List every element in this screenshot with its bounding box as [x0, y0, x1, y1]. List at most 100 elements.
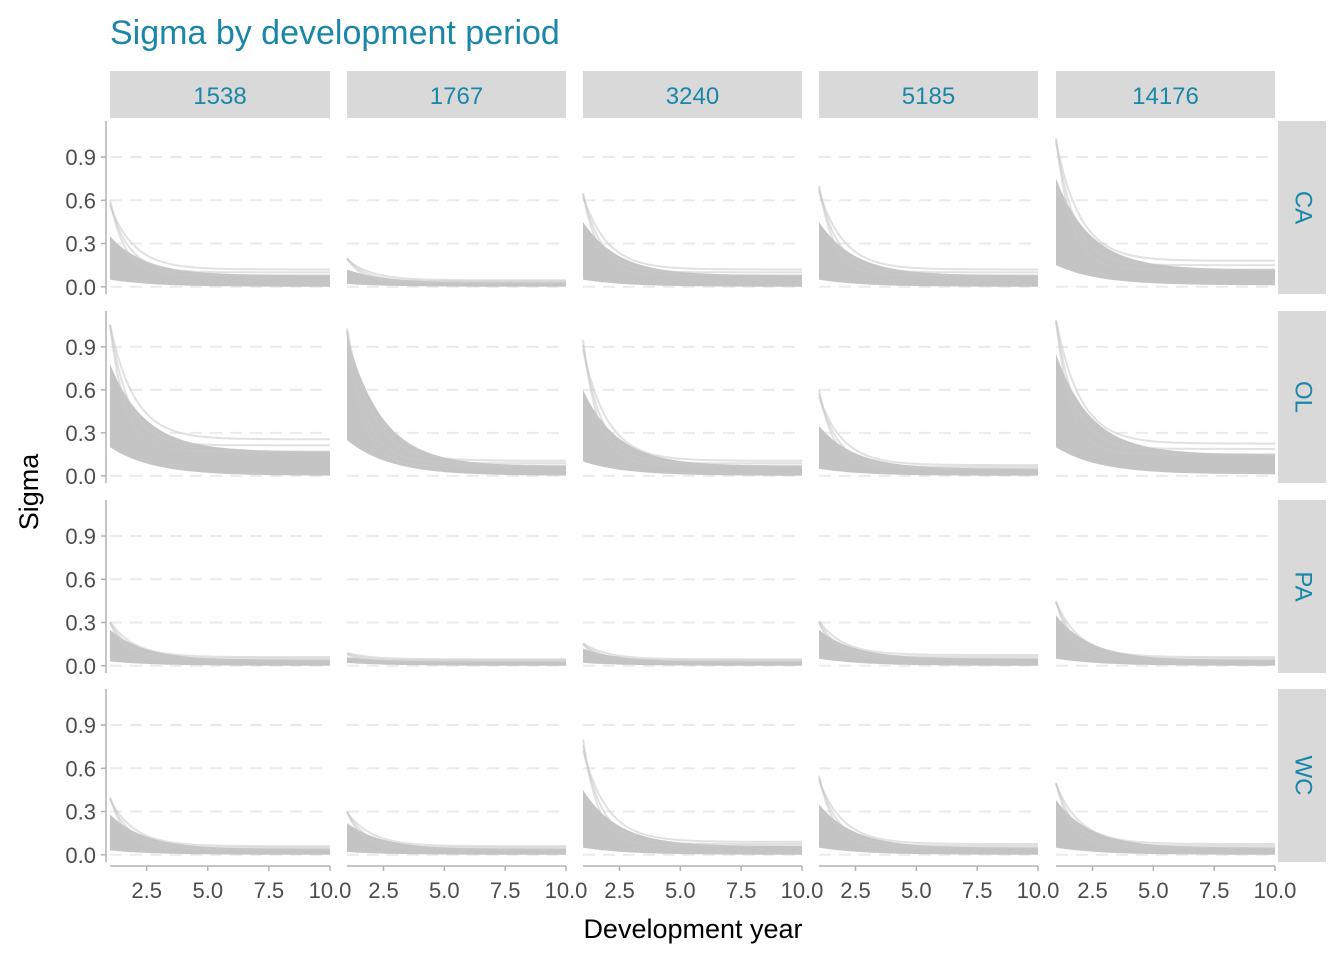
x-tick-label: 5.0: [429, 878, 460, 903]
y-tick-label: 0.3: [65, 232, 96, 257]
sigma-outlier-line: [1055, 601, 1275, 660]
sigma-outlier-line: [818, 188, 1038, 274]
y-tick-label: 0.6: [65, 756, 96, 781]
panel: [109, 156, 330, 288]
sigma-outlier-line: [582, 750, 802, 843]
col-strip-label: 1767: [430, 83, 483, 110]
x-tick-label: 10.0: [545, 878, 588, 903]
sigma-outlier-line: [1055, 319, 1275, 445]
y-tick-label: 0.9: [65, 335, 96, 360]
y-tick-label: 0.3: [65, 611, 96, 636]
panel: [1055, 319, 1275, 477]
x-tick-label: 2.5: [604, 878, 635, 903]
row-strip: [1278, 689, 1326, 862]
sigma-outlier-line: [582, 643, 802, 663]
sigma-outlier-line: [109, 797, 330, 849]
y-tick-label: 0.6: [65, 188, 96, 213]
panel: [818, 156, 1038, 288]
col-strip-label: 1538: [193, 83, 246, 110]
panel: [582, 339, 802, 477]
panel: [818, 724, 1038, 856]
row-strip-label: OL: [1290, 381, 1317, 413]
panel: [346, 156, 566, 288]
panel: [346, 535, 566, 667]
x-tick-label: 2.5: [131, 878, 162, 903]
panel: [818, 535, 1038, 667]
sigma-outlier-line: [818, 396, 1038, 467]
y-tick-label: 0.9: [65, 524, 96, 549]
sigma-outlier-line: [1055, 320, 1275, 450]
sigma-band: [819, 221, 1038, 287]
x-tick-label: 10.0: [1254, 878, 1297, 903]
sigma-outlier-line: [582, 339, 802, 467]
y-tick-label: 0.0: [65, 654, 96, 679]
sigma-outlier-line: [1055, 782, 1275, 849]
sigma-outlier-line: [818, 775, 1038, 849]
x-tick-label: 10.0: [1017, 878, 1060, 903]
sigma-outlier-line: [109, 798, 330, 848]
sigma-outlier-line: [1055, 600, 1275, 661]
sigma-outlier-line: [582, 642, 802, 662]
sigma-outlier-line: [346, 330, 566, 465]
col-strip: [583, 71, 802, 118]
sigma-outlier-line: [1055, 783, 1275, 847]
sigma-outlier-line: [818, 621, 1038, 658]
col-strip: [347, 71, 566, 118]
panel: [109, 724, 330, 856]
sigma-outlier-line: [346, 652, 566, 661]
sigma-outlier-line: [818, 389, 1038, 470]
col-strip-label: 14176: [1132, 83, 1199, 110]
sigma-band: [347, 823, 566, 855]
sigma-outlier-line: [818, 620, 1038, 656]
sigma-outlier-line: [346, 811, 566, 848]
sigma-outlier-line: [109, 796, 330, 850]
panel: [1055, 138, 1275, 288]
sigma-outlier-line: [346, 257, 566, 284]
x-tick-label: 10.0: [781, 878, 824, 903]
y-tick-label: 0.3: [65, 421, 96, 446]
sigma-band: [1056, 800, 1275, 855]
y-tick-label: 0.9: [65, 713, 96, 738]
col-strip-label: 5185: [902, 83, 955, 110]
sigma-outlier-line: [582, 194, 802, 274]
sigma-outlier-line: [109, 324, 330, 447]
sigma-outlier-line: [109, 325, 330, 453]
sigma-outlier-line: [818, 780, 1038, 845]
x-tick-label: 7.5: [726, 878, 757, 903]
x-tick-label: 5.0: [901, 878, 932, 903]
x-tick-label: 10.0: [309, 878, 352, 903]
panel: [109, 324, 330, 477]
sigma-band: [1056, 615, 1275, 666]
sigma-outlier-line: [1055, 138, 1275, 271]
sigma-outlier-line: [346, 811, 566, 849]
sigma-outlier-line: [818, 393, 1038, 468]
y-tick-label: 0.9: [65, 145, 96, 170]
row-strip-label: PA: [1290, 571, 1317, 601]
panel: [582, 156, 802, 288]
col-strip: [1056, 71, 1275, 118]
sigma-outlier-line: [109, 324, 330, 441]
sigma-outlier-line: [582, 349, 802, 462]
row-strip: [1278, 311, 1326, 483]
row-strip-label: CA: [1290, 191, 1317, 224]
sigma-outlier-line: [346, 258, 566, 282]
x-tick-label: 5.0: [665, 878, 696, 903]
sigma-outlier-line: [1055, 783, 1275, 845]
y-tick-label: 0.3: [65, 800, 96, 825]
sigma-outlier-line: [109, 622, 330, 661]
sigma-outlier-line: [109, 200, 330, 277]
sigma-outlier-line: [346, 328, 566, 462]
sigma-outlier-line: [109, 202, 330, 274]
y-tick-label: 0.0: [65, 843, 96, 868]
panel: [109, 535, 330, 667]
sigma-outlier-line: [346, 652, 566, 662]
sigma-outlier-line: [109, 621, 330, 659]
y-axis-title: Sigma: [14, 453, 44, 531]
sigma-outlier-line: [109, 204, 330, 271]
sigma-band: [819, 629, 1038, 666]
x-tick-label: 7.5: [490, 878, 521, 903]
panel: [582, 535, 802, 667]
sigma-outlier-line: [582, 739, 802, 848]
x-tick-label: 2.5: [1077, 878, 1108, 903]
sigma-band: [1056, 354, 1275, 475]
